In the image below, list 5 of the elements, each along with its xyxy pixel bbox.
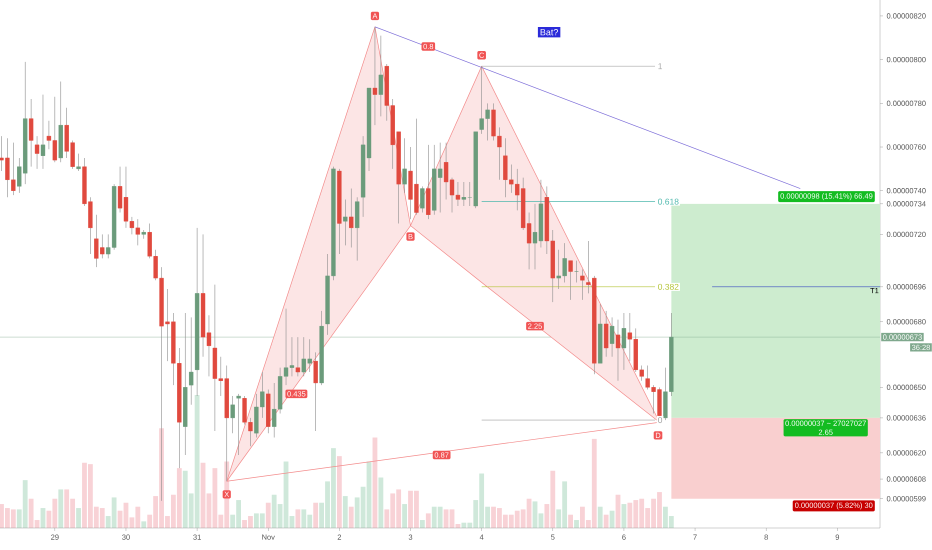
annotation: Bat?: [540, 29, 558, 36]
series-label: 0.618: [658, 198, 679, 205]
series-label: 0.382: [658, 284, 679, 290]
series-label: 0: [658, 417, 662, 424]
series-label: 1: [658, 63, 662, 70]
